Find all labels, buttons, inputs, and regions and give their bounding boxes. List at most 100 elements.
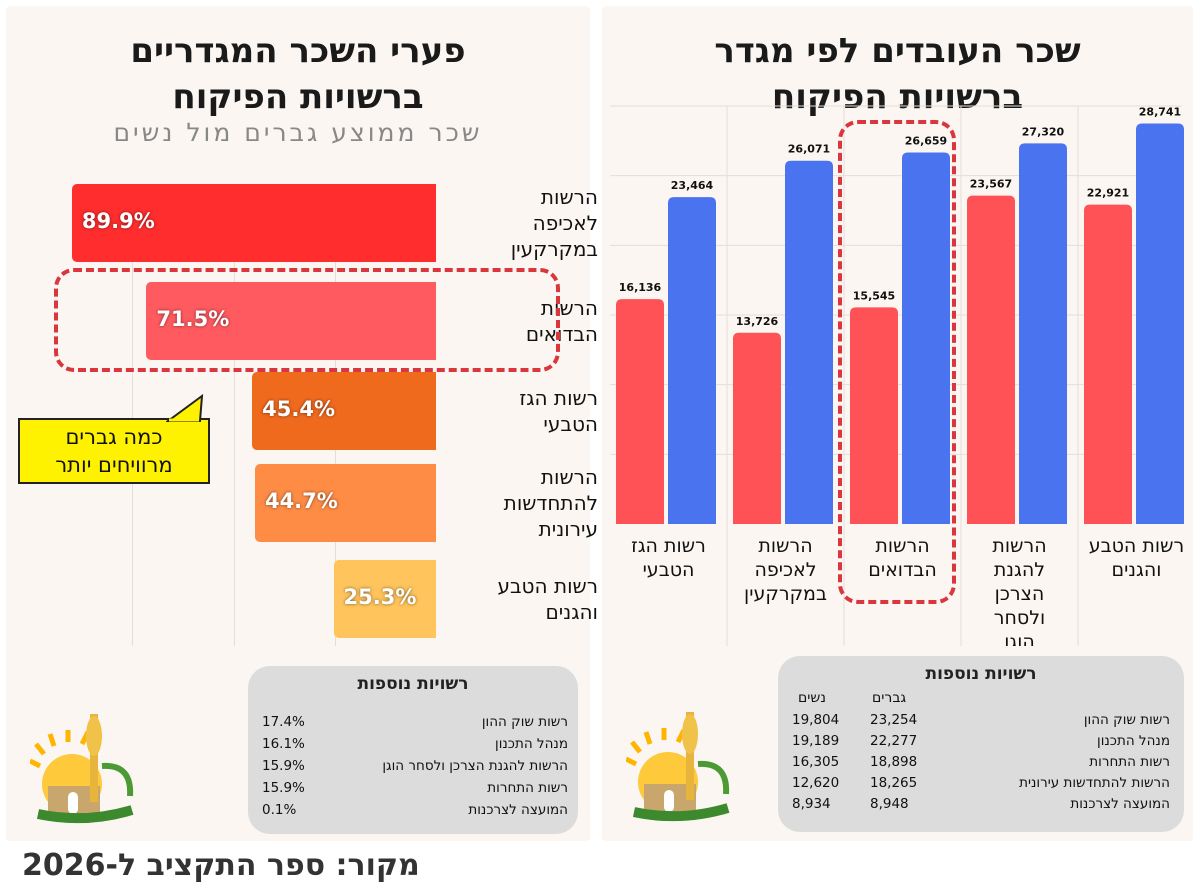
right-panel-title: שכר העובדים לפי מגדר ברשויות הפיקוח bbox=[602, 28, 1193, 120]
category-label: במקרקעין bbox=[744, 583, 827, 605]
extra-row-men: 23,254 bbox=[870, 712, 918, 728]
left-panel: פערי השכר המגדריים ברשויות הפיקוח שכר ממ… bbox=[6, 6, 598, 841]
extra-row-women: 16,305 bbox=[792, 754, 840, 770]
callout-line1: כמה גברים bbox=[65, 425, 163, 449]
women-bar bbox=[1084, 204, 1132, 524]
extra-row-men: 18,265 bbox=[870, 775, 918, 791]
right-extra-title: רשויות נוספות bbox=[925, 664, 1037, 684]
women-bar bbox=[733, 332, 781, 524]
category-label-line: והגנים bbox=[545, 600, 598, 624]
extra-row-men: 18,898 bbox=[870, 754, 918, 770]
bar-value-label: 16,136 bbox=[619, 281, 662, 294]
left-panel-title: פערי השכר המגדריים ברשויות הפיקוח bbox=[6, 28, 590, 120]
category-label-line: הבדואים bbox=[525, 322, 598, 346]
right-extra-box: רשויות נוספות גברים נשים רשות שוק ההון 23… bbox=[778, 656, 1184, 832]
callout-line2: מרוויחים יותר bbox=[55, 453, 173, 477]
extra-row-women: 19,189 bbox=[792, 733, 840, 749]
extra-row-name: הרשות להגנת הצרכן ולסחר הוגן bbox=[382, 758, 568, 774]
extra-row-name: רשות התחרות bbox=[487, 780, 568, 796]
extra-row-name: רשות התחרות bbox=[1089, 754, 1170, 770]
extra-row-value: 15.9% bbox=[262, 780, 305, 796]
men-bar bbox=[785, 160, 833, 524]
bar-value-label: 89.9% bbox=[81, 209, 155, 233]
extra-row-value: 17.4% bbox=[262, 714, 305, 730]
left-title-line2: ברשויות הפיקוח bbox=[172, 77, 424, 117]
bar-value-label: 27,320 bbox=[1022, 125, 1065, 138]
extra-row-name: המועצה לצרכנות bbox=[468, 802, 568, 818]
bar-value-label: 23,567 bbox=[970, 178, 1012, 191]
extra-row-name: מנהל התכנון bbox=[1097, 733, 1170, 749]
extra-row-name: רשות שוק ההון bbox=[1083, 712, 1170, 728]
extra-row-name: רשות שוק ההון bbox=[481, 714, 568, 730]
extra-row-men: 8,948 bbox=[870, 796, 909, 812]
bar-value-label: 23,464 bbox=[671, 179, 714, 192]
col-header-women: נשים bbox=[798, 690, 826, 706]
category-label: הרשות הבדואים bbox=[448, 295, 598, 347]
category-label: הטבעי bbox=[643, 559, 695, 581]
category-label: הרשות bbox=[992, 535, 1046, 557]
category-label: לאכיפה bbox=[754, 559, 816, 581]
wheat-logo-icon bbox=[30, 714, 134, 824]
left-title-line1: פערי השכר המגדריים bbox=[130, 31, 466, 71]
x-gridline bbox=[132, 186, 134, 646]
category-label-line: הרשות bbox=[540, 185, 598, 209]
category-label-line: עירונית bbox=[538, 517, 598, 541]
extra-row-value: 16.1% bbox=[262, 736, 305, 752]
callout-box: כמה גברים מרוויחים יותר bbox=[18, 418, 210, 484]
extra-row-name: מנהל התכנון bbox=[495, 736, 568, 752]
category-label-line: הרשות bbox=[540, 296, 598, 320]
bar-value-label: 26,071 bbox=[788, 143, 830, 156]
extra-row-value: 0.1% bbox=[262, 802, 297, 818]
right-panel: שכר העובדים לפי מגדר ברשויות הפיקוח 16,1… bbox=[602, 6, 1193, 841]
bar-value-label: 28,741 bbox=[1139, 106, 1181, 119]
wheat-logo-icon-2 bbox=[626, 712, 730, 822]
extra-row-men: 22,277 bbox=[870, 733, 918, 749]
x-gridline bbox=[233, 186, 235, 646]
category-label-line: הרשות bbox=[540, 465, 598, 489]
bar bbox=[333, 560, 436, 638]
extra-row-women: 19,804 bbox=[792, 712, 840, 728]
category-label: הרשות להתחדשות עירונית bbox=[448, 464, 598, 542]
right-title-line1: שכר העובדים לפי מגדר bbox=[714, 31, 1081, 71]
right-title-line2: ברשויות הפיקוח bbox=[771, 77, 1024, 117]
category-label-line: להתחדשות bbox=[503, 491, 598, 515]
bar-value-label: 15,545 bbox=[853, 289, 895, 302]
category-label: הצרכן bbox=[995, 583, 1045, 605]
left-panel-subtitle: שכר ממוצע גברים מול נשים bbox=[113, 118, 483, 147]
category-label-line: רשות הגז bbox=[519, 386, 598, 410]
bar-value-label: 71.5% bbox=[156, 307, 230, 331]
category-label: רשות הגז bbox=[631, 535, 706, 557]
bar bbox=[71, 184, 436, 262]
bar bbox=[252, 372, 436, 450]
source-note: מקור: ספר התקציב ל-2026 bbox=[22, 848, 420, 883]
category-label: הבדואים bbox=[868, 559, 937, 581]
category-label: ולסחר bbox=[994, 607, 1045, 629]
men-bar bbox=[668, 197, 716, 524]
men-bar bbox=[1019, 143, 1067, 524]
category-label: הרשות bbox=[875, 535, 929, 557]
women-bar bbox=[850, 307, 898, 524]
extra-row-women: 12,620 bbox=[792, 775, 840, 791]
bar-value-label: 45.4% bbox=[262, 397, 335, 421]
category-label: והגנים bbox=[1112, 559, 1162, 581]
category-label-line: לאכיפה bbox=[532, 211, 598, 235]
callout-pointer bbox=[166, 394, 204, 422]
men-bar bbox=[902, 152, 950, 524]
bar-value-label: 25.3% bbox=[343, 585, 417, 609]
bar bbox=[254, 464, 436, 542]
bar-value-label: 44.7% bbox=[264, 489, 338, 513]
extra-row-value: 15.9% bbox=[262, 758, 305, 774]
category-label: הרשות לאכיפה במקרקעין bbox=[448, 184, 598, 262]
extra-row-name: המועצה לצרכנות bbox=[1070, 796, 1170, 812]
left-extra-title: רשויות נוספות bbox=[357, 674, 469, 694]
category-label: הוגן bbox=[1004, 631, 1035, 646]
category-label: רשות הטבע והגנים bbox=[448, 573, 598, 625]
category-label: רשות הגז הטבעי bbox=[448, 385, 598, 437]
category-label-line: רשות הטבע bbox=[497, 574, 598, 598]
extra-row-name: הרשות להתחדשות עירונית bbox=[1019, 775, 1170, 791]
highlight-dashed-box bbox=[54, 268, 560, 372]
bar bbox=[146, 282, 436, 360]
category-label-line: במקרקעין bbox=[510, 237, 598, 261]
category-label-line: הטבעי bbox=[543, 412, 598, 436]
left-extra-box: רשויות נוספות רשות שוק ההון 17.4% מנהל התכ… bbox=[248, 666, 578, 834]
